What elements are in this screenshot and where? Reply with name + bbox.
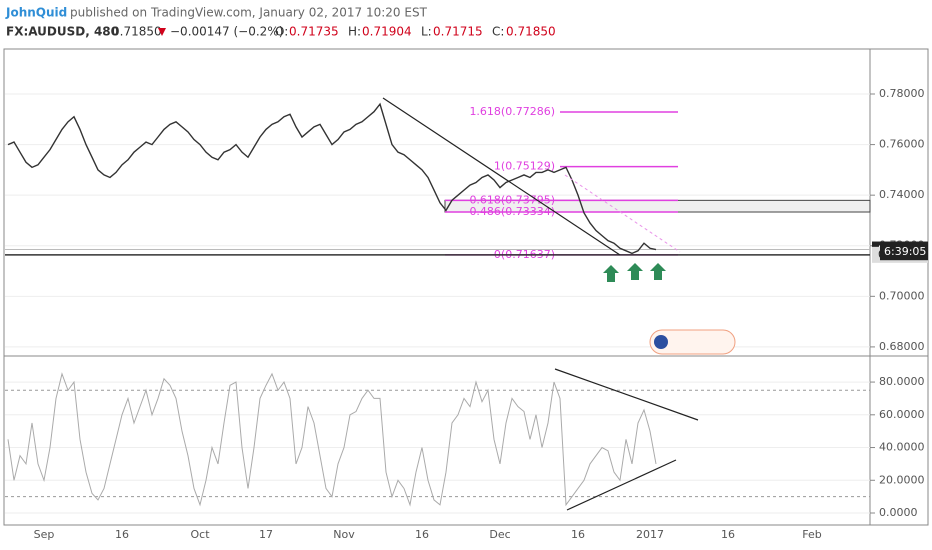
close-label: C: (492, 25, 504, 39)
x-tick-label: 16 (415, 528, 429, 541)
plot: 0.680000.700000.720000.740000.760000.780… (5, 87, 928, 541)
y-tick-label: 20.0000 (879, 473, 925, 486)
projection-line (564, 174, 681, 253)
low-label: L: (421, 25, 432, 39)
x-tick-label: Oct (190, 528, 210, 541)
open: 0.71735 (289, 25, 339, 39)
low: 0.71715 (433, 25, 483, 39)
x-tick-label: Nov (333, 528, 355, 541)
close: 0.71850 (506, 25, 556, 39)
down-arrow (158, 28, 166, 36)
arrows (603, 263, 666, 282)
fib-label: 0.618(0.73795) (469, 193, 555, 206)
y-tick-label: 60.0000 (879, 408, 925, 421)
event-badge[interactable] (649, 329, 736, 355)
y-tick-label: 80.0000 (879, 375, 925, 388)
published: published on TradingView.com, January 02… (70, 6, 428, 20)
trend-line (554, 368, 699, 421)
countdown: 6:39:05 (884, 245, 926, 258)
y-tick-label: 0.68000 (879, 340, 925, 353)
change: −0.00147 (−0.2%) (170, 25, 283, 39)
open-label: O: (275, 25, 288, 39)
x-tick-label: 16 (115, 528, 129, 541)
x-tick-label: Sep (34, 528, 55, 541)
y-tick-label: 0.70000 (879, 289, 925, 302)
x-tick-label: 16 (721, 528, 735, 541)
last-price: 0.71850 (112, 25, 162, 39)
author[interactable]: JohnQuid (5, 6, 67, 20)
price-line (7, 102, 657, 255)
oscillator-line (7, 372, 657, 507)
fib-label: 1.618(0.77286) (469, 105, 555, 118)
y-tick-label: 0.0000 (879, 506, 918, 519)
y-tick-label: 40.0000 (879, 441, 925, 454)
y-tick-label: 0.76000 (879, 138, 925, 151)
high-label: H: (348, 25, 361, 39)
symbol: FX:AUDUSD, 480 (6, 25, 119, 39)
x-tick-label: 16 (571, 528, 585, 541)
x-tick-label: 17 (259, 528, 273, 541)
high: 0.71904 (362, 25, 412, 39)
x-tick-label: Feb (802, 528, 821, 541)
fib-label: 0.486(0.73334) (469, 205, 555, 218)
trend-line (566, 459, 677, 511)
x-tick-label: Dec (489, 528, 510, 541)
countdown-box (880, 244, 928, 261)
x-tick-label: 2017 (636, 528, 664, 541)
y-tick-label: 0.74000 (879, 188, 925, 201)
frame (3, 48, 929, 526)
fib-label: 1(0.75129) (494, 160, 555, 173)
trend-line (382, 97, 621, 256)
y-tick-label: 0.78000 (879, 87, 925, 100)
